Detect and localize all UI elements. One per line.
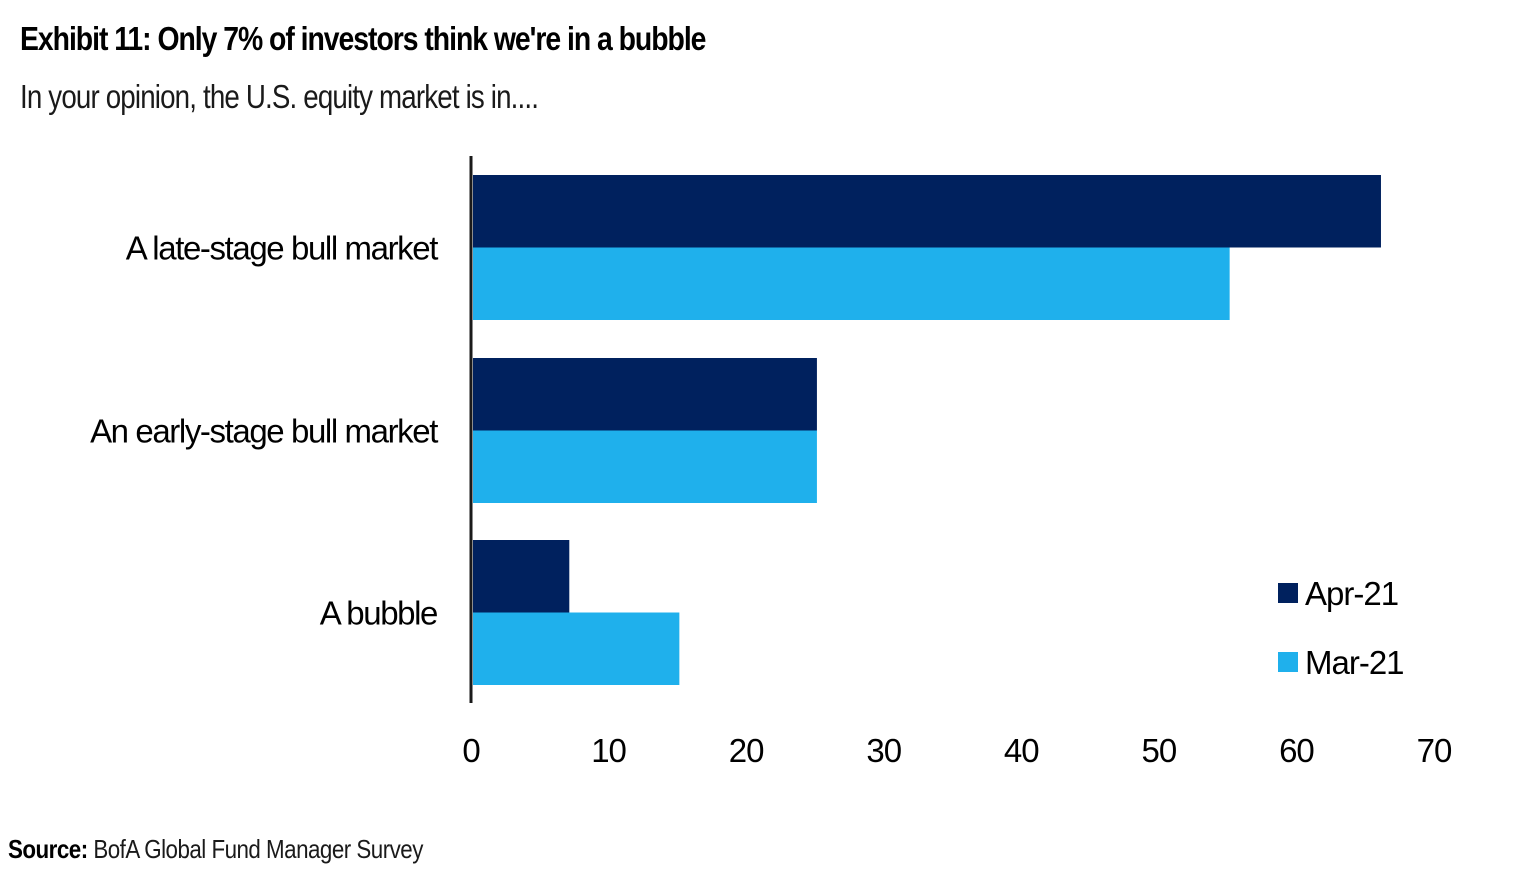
legend-label: Apr-21 [1305, 575, 1398, 612]
x-tick-label: 70 [1417, 732, 1452, 769]
chart-title: Exhibit 11: Only 7% of investors think w… [20, 20, 706, 57]
x-tick-label: 20 [729, 732, 764, 769]
legend-label: Mar-21 [1305, 644, 1404, 681]
bar-apr-21-2 [473, 540, 570, 613]
source-note: Source: BofA Global Fund Manager Survey [8, 834, 423, 865]
bar-apr-21-0 [473, 175, 1381, 248]
x-tick-label: 30 [866, 732, 901, 769]
x-tick-label: 50 [1141, 732, 1176, 769]
category-label: A late-stage bull market [126, 230, 438, 267]
bars-layer [473, 175, 1381, 685]
category-label: An early-stage bull market [90, 413, 438, 450]
category-label: A bubble [320, 595, 437, 632]
x-tick-label: 10 [591, 732, 626, 769]
x-tick-label: 40 [1004, 732, 1039, 769]
bar-mar-21-1 [473, 430, 817, 503]
legend-item-apr-21: Apr-21 [1278, 575, 1399, 612]
source-label: Source: [8, 834, 88, 864]
x-tick-label: 60 [1279, 732, 1314, 769]
x-tick-label: 0 [462, 732, 480, 769]
bar-mar-21-2 [473, 612, 680, 685]
x-axis-tick-labels: 0 10 20 30 40 50 60 70 [462, 732, 1453, 769]
legend-item-mar-21: Mar-21 [1278, 644, 1405, 681]
legend-swatch [1278, 583, 1298, 603]
source-text: BofA Global Fund Manager Survey [87, 834, 423, 864]
bar-apr-21-1 [473, 358, 817, 431]
chart-subtitle: In your opinion, the U.S. equity market … [20, 78, 539, 115]
bar-mar-21-0 [473, 247, 1230, 320]
legend: Apr-21 Mar-21 [1278, 575, 1405, 681]
category-labels: A late-stage bull market An early-stage b… [90, 230, 440, 632]
legend-swatch [1278, 652, 1298, 672]
